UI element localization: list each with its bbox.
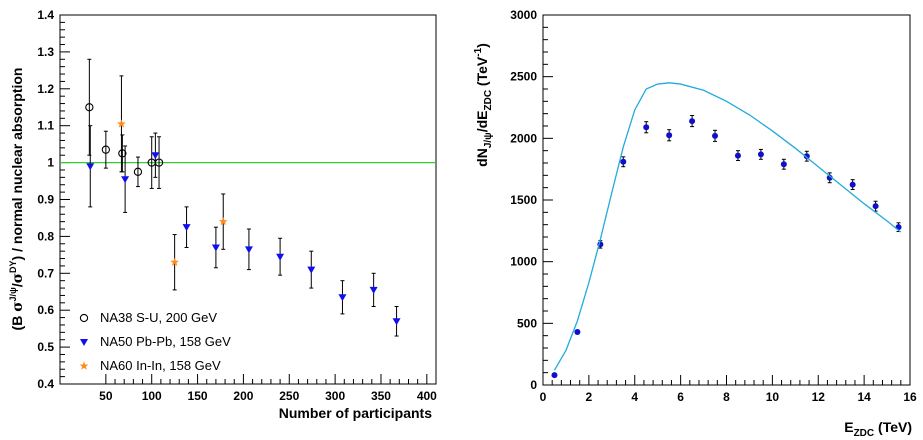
data-point <box>276 253 285 261</box>
data-point <box>86 163 95 171</box>
x-tick-label: 8 <box>723 390 730 404</box>
legend-marker <box>80 339 88 346</box>
data-point <box>803 153 810 160</box>
y-tick-label: 2500 <box>510 70 537 84</box>
data-point <box>780 161 787 168</box>
right-x-axis-title: EZDC (TeV) <box>844 419 912 439</box>
y-tick-label: 0.5 <box>37 340 54 354</box>
y-tick-label: 0.9 <box>37 193 54 207</box>
data-point <box>849 181 856 188</box>
data-point <box>118 149 127 158</box>
y-tick-label: 0.6 <box>37 303 54 317</box>
legend-marker <box>79 361 89 370</box>
data-point <box>369 286 378 294</box>
y-tick-label: 1.4 <box>37 8 54 22</box>
x-tick-label: 200 <box>233 389 253 403</box>
data-point <box>307 266 316 274</box>
data-point <box>338 294 347 302</box>
data-point <box>574 328 581 335</box>
data-point <box>170 257 180 266</box>
data-point <box>666 132 673 139</box>
legend-label: NA38 S-U, 200 GeV <box>100 310 217 325</box>
right-data-marks <box>551 82 902 379</box>
y-tick-label: 1.3 <box>37 45 54 59</box>
data-point <box>117 119 126 128</box>
x-tick-label: 14 <box>857 390 871 404</box>
y-tick-label: 500 <box>517 316 537 330</box>
data-point <box>826 174 833 181</box>
x-tick-label: 50 <box>99 389 113 403</box>
data-point <box>551 372 558 379</box>
legend-marker <box>79 313 89 323</box>
left-data-marks <box>85 58 401 337</box>
legend-label: NA60 In-In, 158 GeV <box>100 358 221 373</box>
y-tick-label: 0 <box>530 378 537 392</box>
x-tick-label: 12 <box>812 390 826 404</box>
x-tick-label: 100 <box>142 389 162 403</box>
data-point <box>392 318 401 326</box>
left-chart: 50 100 150 200 250 300 350 400 0.4 0.5 0.6 0.7 0.8 0.… <box>8 8 437 421</box>
data-point <box>121 176 130 184</box>
data-point <box>133 167 143 176</box>
x-tick-label: 16 <box>903 390 917 404</box>
data-point <box>151 152 160 160</box>
x-tick-label: 4 <box>631 390 638 404</box>
data-point <box>689 118 696 125</box>
data-point <box>734 152 741 159</box>
x-tick-label: 10 <box>766 390 780 404</box>
y-tick-label: 3000 <box>510 8 537 22</box>
right-axis-ticks: 0 2 4 6 8 10 12 14 16 0 500 1000 1500 2000 2500 3000 <box>510 8 917 404</box>
y-tick-label: 1.1 <box>37 119 54 133</box>
legend: NA38 S-U, 200 GeV NA50 Pb-Pb, 158 GeV NA60… <box>79 310 231 373</box>
x-tick-label: 400 <box>417 389 437 403</box>
right-y-axis-title: dNJ/ψ/dEZDC (TeV-1) <box>473 43 494 167</box>
legend-label: NA50 Pb-Pb, 158 GeV <box>100 334 231 349</box>
data-point <box>85 103 94 112</box>
y-tick-label: 0.4 <box>37 377 54 391</box>
right-chart: 0 2 4 6 8 10 12 14 16 0 500 1000 1500 2000 2500 3000 EZ… <box>473 8 917 439</box>
left-y-axis-title: (B σJ/ψ/σDY) / normal nuclear absorption <box>8 68 26 331</box>
y-tick-label: 1000 <box>510 255 537 269</box>
data-point <box>620 158 627 165</box>
data-point <box>218 217 228 226</box>
x-tick-label: 250 <box>279 389 299 403</box>
left-plot-frame <box>59 14 437 385</box>
y-tick-label: 0.8 <box>37 229 54 243</box>
x-tick-label: 350 <box>371 389 391 403</box>
right-plot-frame <box>542 14 911 386</box>
y-tick-label: 1500 <box>510 193 537 207</box>
x-tick-label: 6 <box>677 390 684 404</box>
data-point <box>757 151 764 158</box>
data-point <box>244 246 253 254</box>
x-tick-label: 2 <box>586 390 593 404</box>
y-tick-label: 0.7 <box>37 266 54 280</box>
data-point <box>712 132 719 139</box>
left-x-axis-title: Number of participants <box>279 405 432 421</box>
y-tick-label: 1.2 <box>37 82 54 96</box>
data-point <box>101 145 111 154</box>
y-tick-label: 1 <box>47 156 54 170</box>
data-point <box>211 244 220 252</box>
x-tick-label: 300 <box>325 389 345 403</box>
x-tick-label: 150 <box>188 389 208 403</box>
model-curve <box>553 82 902 371</box>
data-point <box>872 203 879 210</box>
x-tick-label: 0 <box>540 390 547 404</box>
left-axis-ticks: 50 100 150 200 250 300 350 400 0.4 0.5 0.6 0.7 0.8 0.… <box>37 8 437 403</box>
data-point <box>182 224 191 232</box>
data-point <box>643 124 650 131</box>
y-tick-label: 2000 <box>510 131 537 145</box>
